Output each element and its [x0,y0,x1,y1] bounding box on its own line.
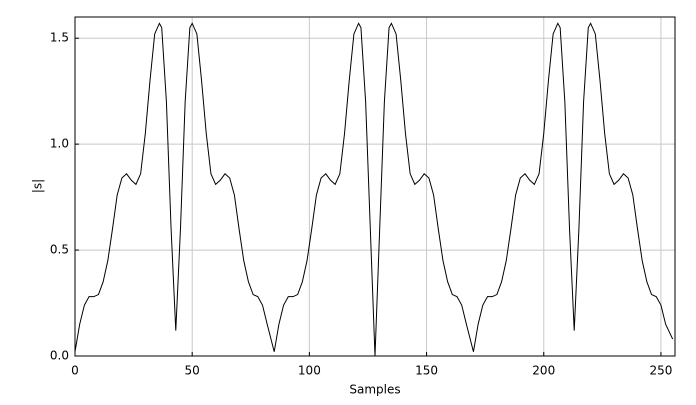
y-tick-label: 0.0 [50,349,69,363]
y-tick-label: 1.5 [50,31,69,45]
x-tick-label: 100 [298,364,321,378]
y-axis-label: |s| [31,179,45,193]
x-tick-label: 200 [532,364,555,378]
y-tick-label: 0.5 [50,243,69,257]
plot-frame [74,16,676,357]
x-tick-label: 0 [71,364,79,378]
data-line [74,22,674,357]
x-axis-label: Samples [349,383,400,397]
y-tick-label: 1.0 [50,137,69,151]
x-tick-label: 250 [649,364,672,378]
x-tick-label: 50 [185,364,200,378]
x-tick-label: 150 [415,364,438,378]
